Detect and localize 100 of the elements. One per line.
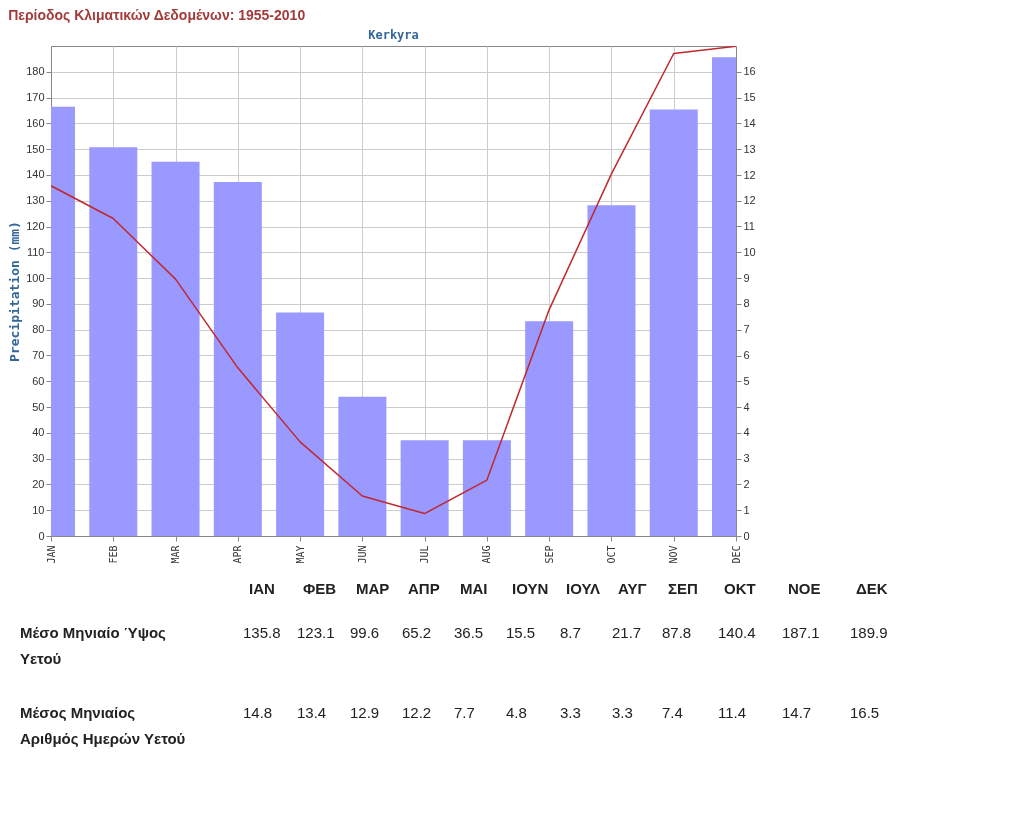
category-label: ΣΕΠ [668, 580, 698, 597]
y-tick-label: 130 [26, 194, 45, 207]
y2-tick-label: 13 [743, 142, 756, 155]
bar [276, 312, 325, 536]
data-label: 189.9 [850, 624, 888, 641]
category-label: ΔΕΚ [856, 580, 888, 597]
y2-tick-label: 1 [743, 503, 750, 516]
y-tick-label: 70 [32, 348, 45, 361]
category-label: ΟΚΤ [724, 580, 756, 597]
y2-tick-label: 12 [743, 194, 756, 207]
bar [462, 440, 511, 536]
x-tick-label: OCT [605, 545, 617, 564]
data-label: 187.1 [782, 624, 820, 641]
y-tick-label: 20 [32, 477, 45, 490]
data-label: 16.5 [850, 704, 880, 721]
category-label: ΜΑΡ [356, 580, 390, 597]
y2-tick-label: 9 [743, 271, 750, 284]
bar [587, 205, 636, 536]
chart-title: Kerkyra [368, 28, 419, 42]
y-tick-label: 60 [32, 374, 45, 387]
data-label: 15.5 [506, 624, 536, 641]
y-tick-label: 50 [32, 400, 45, 413]
data-label: 11.4 [718, 704, 747, 721]
y-tick-label: 80 [32, 323, 45, 336]
y2-tick-label: 16 [743, 65, 756, 78]
x-tick-label: NOV [668, 545, 680, 564]
series-label: Μέσο Μηνιαίο Ύψος Υετού [20, 624, 167, 667]
x-tick-label: DEC [730, 545, 742, 564]
y-tick-label: 10 [32, 503, 45, 516]
bar [400, 440, 449, 536]
y2-tick-label: 2 [743, 477, 750, 490]
data-label: 140.4 [718, 624, 756, 641]
y-axis-title: Precipitation (mm) [7, 221, 23, 362]
x-tick-label: JUL [419, 545, 431, 564]
y-tick-label: 0 [38, 529, 45, 542]
text: Περίοδος Κλιματικών Δεδομένων: 1955-2010 [8, 6, 306, 23]
data-label: 3.3 [560, 704, 581, 721]
data-label: 87.8 [662, 624, 692, 641]
y-tick-label: 170 [26, 91, 45, 104]
y2-tick-label: 6 [743, 349, 750, 362]
y2-tick-label: 11 [743, 219, 755, 232]
category-label: ΜΑΙ [460, 580, 488, 597]
data-label: 13.4 [297, 704, 327, 721]
y2-tick-label: 10 [743, 245, 756, 258]
y-tick-label: 110 [26, 245, 45, 258]
y2-tick-label: 4 [743, 426, 750, 439]
y-tick-label: 150 [26, 142, 45, 155]
bar [649, 109, 698, 536]
category-label: ΙΟΥΛ [566, 580, 601, 597]
y2-tick-label: 4 [743, 400, 750, 413]
x-tick-label: MAY [294, 545, 306, 564]
y2-tick-label: 7 [743, 323, 750, 336]
x-tick-label: FEB [107, 545, 119, 564]
y2-tick-label: 8 [743, 297, 750, 310]
data-label: 12.2 [402, 704, 432, 721]
y-tick-label: 30 [32, 452, 45, 465]
y-tick-label: 160 [26, 116, 45, 129]
data-label: 135.8 [243, 624, 281, 641]
y-tick-label: 40 [32, 426, 45, 439]
x-tick-label: MAR [170, 544, 182, 564]
data-label: 7.7 [454, 704, 475, 721]
y2-tick-label: 5 [743, 374, 750, 387]
data-label: 7.4 [662, 704, 683, 721]
y2-tick-label: 12 [743, 168, 756, 181]
category-label: ΙΑΝ [249, 580, 275, 597]
x-tick-label: AUG [481, 545, 493, 564]
data-label: 99.6 [350, 624, 380, 641]
y-tick-label: 140 [26, 168, 45, 181]
data-label: 12.9 [350, 704, 380, 721]
category-label: ΝΟΕ [788, 580, 821, 597]
data-label: 3.3 [612, 704, 633, 721]
y-tick-label: 120 [26, 220, 45, 233]
x-tick-label: SEP [543, 545, 555, 564]
x-tick-label: APR [232, 544, 244, 564]
y2-tick-label: 14 [743, 116, 756, 129]
category-label: ΑΥΓ [618, 580, 647, 597]
category-label: ΦΕΒ [303, 580, 337, 597]
y2-tick-label: 0 [743, 529, 750, 542]
line-series [51, 46, 736, 515]
data-label: 21.7 [612, 624, 642, 641]
y-tick-label: 180 [26, 65, 45, 78]
data-label: 123.1 [297, 624, 335, 641]
bar [213, 182, 262, 536]
data-label: 14.8 [243, 704, 273, 721]
data-label: 14.7 [782, 704, 812, 721]
y-tick-label: 90 [32, 297, 45, 310]
x-tick-label: JUN [356, 545, 368, 564]
bar [89, 147, 138, 536]
y-tick-label: 100 [26, 271, 45, 284]
category-label: ΑΠΡ [408, 580, 440, 597]
bar [525, 321, 574, 536]
bar [338, 396, 387, 536]
data-label: 8.7 [560, 624, 581, 641]
x-tick-label: JAN [45, 545, 57, 564]
data-label: 4.8 [506, 704, 527, 721]
data-label: 36.5 [454, 624, 484, 641]
y2-tick-label: 15 [743, 91, 756, 104]
data-label: 65.2 [402, 624, 432, 641]
text: Μέσος Μηνιαίος Αριθμός Ημερών Υετού [20, 704, 186, 747]
y2-tick-label: 3 [743, 452, 750, 465]
